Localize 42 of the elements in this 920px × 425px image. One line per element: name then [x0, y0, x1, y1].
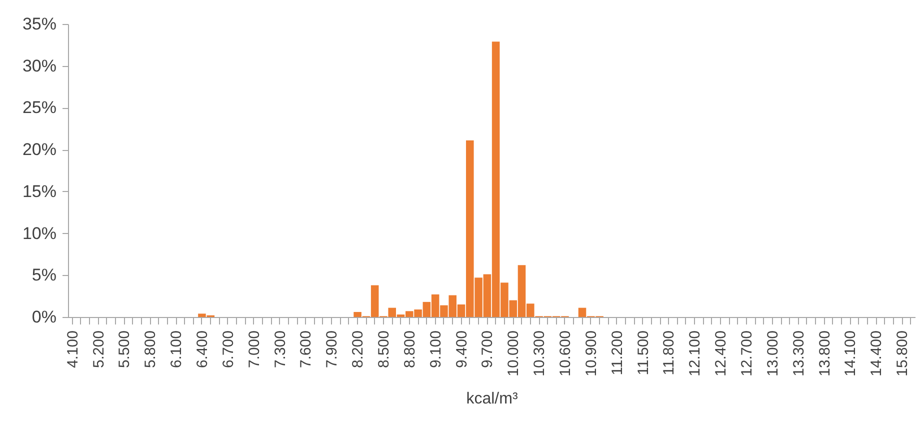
- x-tick-label: 5.200: [90, 330, 108, 368]
- x-tick-label: 7.000: [246, 330, 263, 368]
- x-tick-label: 7.300: [272, 330, 289, 368]
- x-tick-label: 14.400: [868, 330, 886, 376]
- x-tick-label: 11.200: [608, 330, 626, 376]
- x-tick-label: 14.100: [842, 330, 860, 376]
- x-tick-label: 7.900: [324, 330, 341, 368]
- y-tick-label: 0%: [32, 308, 56, 326]
- x-tick-label: 8.500: [375, 330, 392, 368]
- x-tick-label: 9.700: [479, 330, 496, 368]
- x-tick-label: 5.800: [142, 330, 160, 368]
- x-tick-label: 6.400: [194, 330, 211, 368]
- y-tick-label: 20%: [22, 140, 56, 160]
- x-tick-label: 12.100: [686, 330, 704, 376]
- x-tick-label: 9.400: [453, 330, 470, 368]
- x-tick-label: 10.600: [556, 330, 574, 376]
- x-tick-label: 4.100: [64, 330, 82, 368]
- x-tick-label: 12.700: [738, 330, 756, 376]
- x-tick-label: 10.000: [505, 330, 522, 376]
- x-tick-label: 8.800: [401, 330, 418, 368]
- x-tick-label: 13.000: [764, 330, 782, 376]
- x-tick-label: 8.200: [350, 330, 367, 368]
- x-tick-label: 13.800: [816, 330, 834, 376]
- x-tick-label: 15.800: [894, 330, 912, 376]
- x-tick-label: 13.300: [790, 330, 808, 376]
- x-tick-label: 12.400: [712, 330, 730, 376]
- x-tick-label: 11.500: [634, 330, 652, 376]
- y-tick-label: 5%: [32, 266, 56, 285]
- x-tick-label: 5.500: [116, 330, 134, 368]
- x-tick-label: 10.300: [531, 330, 548, 376]
- x-axis-title: kcal/m³: [466, 390, 518, 408]
- y-tick-label: 30%: [22, 56, 56, 76]
- x-tick-label: 6.100: [168, 330, 186, 368]
- x-tick-label: 7.600: [298, 330, 315, 368]
- x-tick-label: 6.700: [220, 330, 237, 368]
- y-tick-label: 10%: [22, 224, 56, 243]
- y-tick-label: 25%: [22, 98, 56, 118]
- x-tick-label: 10.900: [582, 330, 600, 376]
- x-tick-label: 11.800: [660, 330, 678, 376]
- y-tick-label: 15%: [22, 182, 56, 201]
- y-tick-label: 35%: [22, 14, 56, 34]
- x-tick-label: 9.100: [427, 330, 444, 368]
